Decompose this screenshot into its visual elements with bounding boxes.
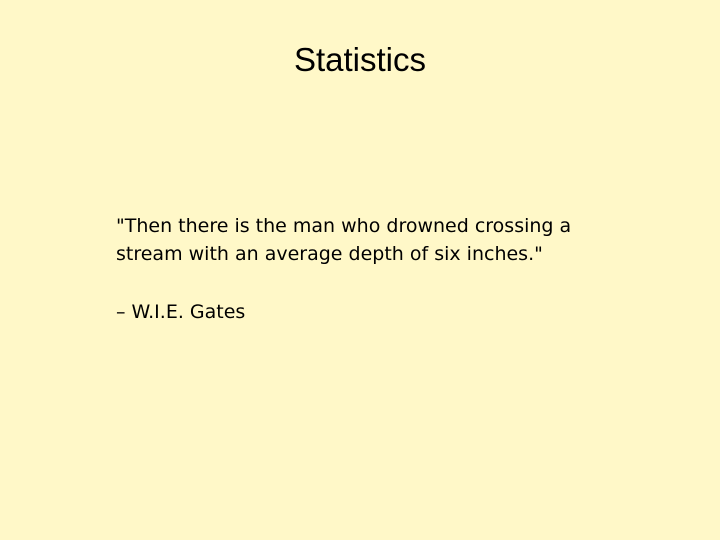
quote-line: "Then there is the man who drowned cross… [116,215,572,237]
quote-line: stream with an average depth of six inch… [116,243,543,265]
quote-attribution: – W.I.E. Gates [116,301,246,323]
quote-text: "Then there is the man who drowned cross… [116,212,636,268]
slide-title: Statistics [293,41,427,78]
